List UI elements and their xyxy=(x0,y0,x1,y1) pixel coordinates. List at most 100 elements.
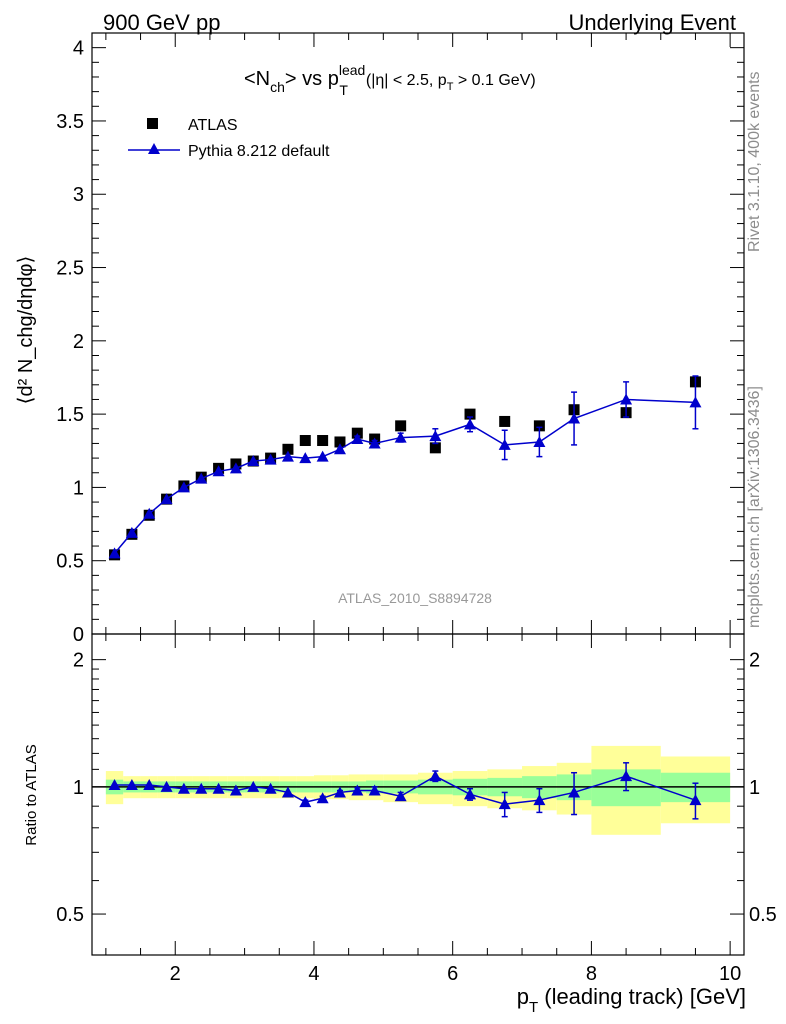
ratio-y-tick-label-right: 2 xyxy=(749,650,760,672)
title-sub: T xyxy=(339,82,348,98)
header-right: Underlying Event xyxy=(568,10,736,35)
pythia-point xyxy=(333,443,346,455)
title-after: > vs p xyxy=(285,68,339,90)
ratio-point xyxy=(143,779,156,791)
pythia-point xyxy=(620,393,633,405)
ratio-y-tick-label-right: 0.5 xyxy=(749,904,777,926)
x-tick-label: 4 xyxy=(308,963,319,985)
pythia-point xyxy=(368,437,381,449)
main-ylabel: ⟨d² N_chg/dηdφ⟩ xyxy=(15,256,37,405)
ratio-point xyxy=(108,779,121,791)
mcplots-label: mcplots.cern.ch [arXiv:1306.3436] xyxy=(746,386,763,628)
y-tick-label: 3.5 xyxy=(56,111,84,133)
plot-title: <Nch> vs plead T(|η| < 2.5, pT > 0.1 GeV) xyxy=(244,62,536,98)
pythia-point xyxy=(568,412,581,424)
legend: ATLAS Pythia 8.212 default xyxy=(128,117,330,160)
x-tick-label: 2 xyxy=(170,963,181,985)
ratio-point xyxy=(394,790,407,802)
atlas-point xyxy=(429,442,441,454)
pythia-point xyxy=(143,507,156,519)
main-panel: 0 0.5 1 1.5 2 2.5 3 3.5 4 xyxy=(56,32,745,646)
ratio-point xyxy=(160,780,173,792)
rivet-label: Rivet 3.1.10, 400k events xyxy=(746,71,763,252)
pythia-point xyxy=(464,418,477,430)
atlas-point xyxy=(317,435,329,447)
ratio-point xyxy=(177,782,190,794)
ratio-point xyxy=(247,780,260,792)
title-cut-end: > 0.1 GeV) xyxy=(453,72,535,89)
ratio-point xyxy=(351,784,364,796)
title-cut-sub: T xyxy=(447,81,454,93)
pythia-point xyxy=(195,472,208,484)
xlabel-main: p xyxy=(517,984,529,1009)
ratio-point xyxy=(464,788,477,800)
ratio-point xyxy=(568,786,581,798)
xlabel-sub: T xyxy=(529,999,538,1016)
y-tick-label: 0.5 xyxy=(56,551,84,573)
pythia-point xyxy=(498,438,511,450)
ratio-point xyxy=(620,770,633,782)
legend-label-atlas: ATLAS xyxy=(188,117,238,134)
ratio-point xyxy=(533,794,546,806)
ratio-point xyxy=(368,784,381,796)
ratio-point xyxy=(195,782,208,794)
y-tick-label: 2 xyxy=(73,331,84,353)
header-left: 900 GeV pp xyxy=(103,10,220,35)
ratio-point xyxy=(299,796,312,808)
atlas-point xyxy=(282,443,294,455)
atlas-point xyxy=(299,435,311,447)
xlabel-rest: (leading track) [GeV] xyxy=(538,984,746,1009)
ratio-point xyxy=(125,779,138,791)
pythia-point xyxy=(689,396,702,408)
y-tick-label: 4 xyxy=(73,38,84,60)
ratio-point xyxy=(429,770,442,782)
atlas-point xyxy=(334,436,346,448)
pythia-point xyxy=(299,452,312,464)
ratio-panel: 2 4 6 8 10 0.5 0.5 1 1 2 2 xyxy=(56,633,777,985)
y-tick-label: 2.5 xyxy=(56,258,84,280)
title-sup: lead xyxy=(339,62,365,78)
pythia-point xyxy=(229,462,242,474)
ratio-point xyxy=(229,784,242,796)
ratio-y-tick-label-right: 1 xyxy=(749,777,760,799)
y-tick-label: 3 xyxy=(73,184,84,206)
ratio-point xyxy=(281,786,294,798)
ratio-point xyxy=(264,782,277,794)
pythia-point xyxy=(394,431,407,443)
pythia-point xyxy=(125,526,138,538)
ratio-ylabel: Ratio to ATLAS xyxy=(23,744,40,845)
title-main-sub: ch xyxy=(270,79,285,95)
ratio-point xyxy=(212,782,225,794)
x-tick-label: 10 xyxy=(719,963,741,985)
pythia-point xyxy=(212,465,225,477)
ratio-y-tick-label: 1 xyxy=(73,777,84,799)
atlas-point xyxy=(499,415,511,427)
title-cut: (|η| < 2.5, p xyxy=(366,72,447,89)
y-tick-label: 0 xyxy=(73,624,84,646)
ratio-point xyxy=(333,786,346,798)
pythia-point xyxy=(108,547,121,559)
atlas-point xyxy=(533,420,545,432)
pythia-point xyxy=(281,450,294,462)
pythia-point xyxy=(533,435,546,447)
pythia-point xyxy=(264,453,277,465)
legend-label-pythia: Pythia 8.212 default xyxy=(188,143,330,160)
ratio-point xyxy=(316,792,329,804)
ratio-point xyxy=(689,794,702,806)
y-tick-label: 1.5 xyxy=(56,404,84,426)
pythia-point xyxy=(177,481,190,493)
pythia-point xyxy=(247,455,260,467)
ratio-y-tick-label: 0.5 xyxy=(56,904,84,926)
pythia-point xyxy=(429,430,442,442)
y-tick-label: 1 xyxy=(73,477,84,499)
atlas-point xyxy=(395,420,407,432)
title-main: <N xyxy=(244,68,270,90)
atlas-point xyxy=(464,408,476,420)
xlabel: pT (leading track) [GeV] xyxy=(517,984,746,1016)
legend-marker-pythia xyxy=(148,143,160,154)
pythia-point xyxy=(351,433,364,445)
legend-marker-atlas xyxy=(147,118,158,129)
ratio-y-tick-label: 2 xyxy=(73,650,84,672)
x-tick-label: 8 xyxy=(586,963,597,985)
